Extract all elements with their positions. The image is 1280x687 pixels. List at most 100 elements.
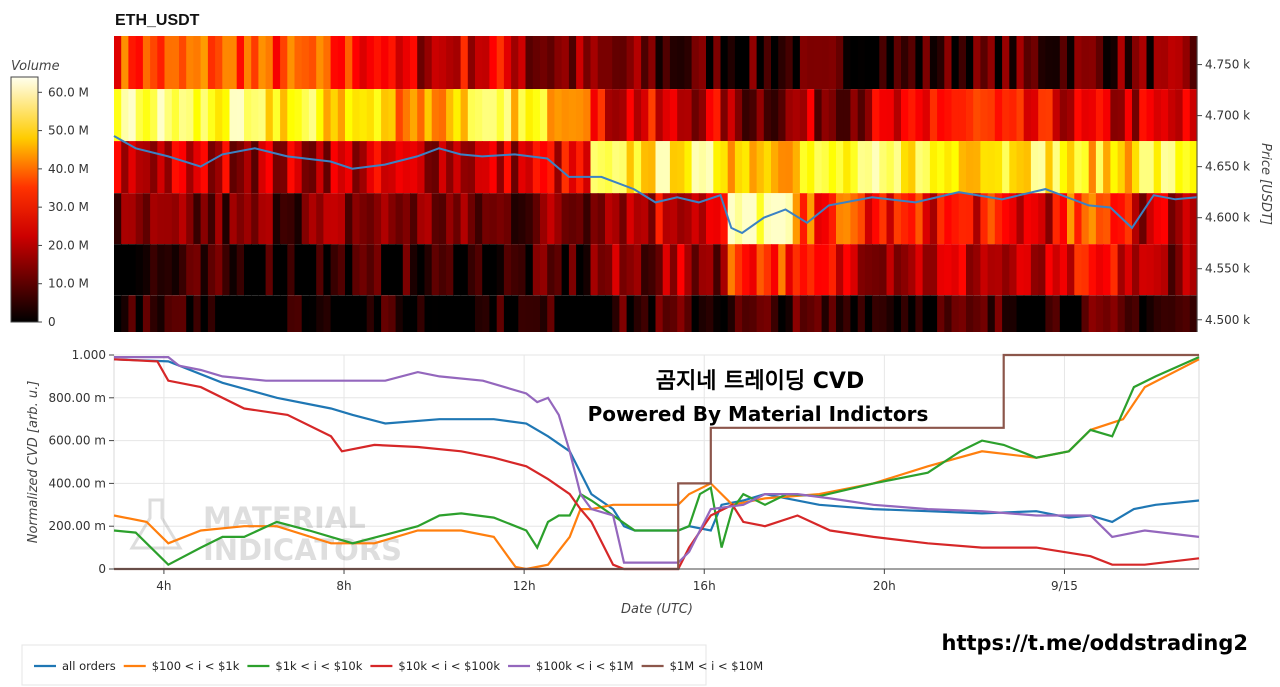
heatmap-cell xyxy=(1182,36,1191,90)
cvd-series-line xyxy=(114,353,1199,571)
heatmap-cell xyxy=(496,244,505,296)
legend-entry[interactable]: all orders xyxy=(62,659,116,673)
heatmap-cell xyxy=(1175,244,1184,296)
price-line xyxy=(113,135,1198,235)
heatmap-cell xyxy=(171,295,180,332)
heatmap-cell xyxy=(179,89,187,142)
heatmap-cell xyxy=(215,193,223,245)
heatmap-cell xyxy=(453,244,462,296)
heatmap-cell xyxy=(641,89,649,142)
heatmap-cell xyxy=(720,193,729,245)
heatmap-cell xyxy=(1095,244,1104,296)
heatmap-cell xyxy=(706,141,714,194)
heatmap-cell xyxy=(236,36,245,90)
heatmap-cell xyxy=(655,193,664,245)
heatmap-cell xyxy=(496,141,505,194)
heatmap-cell xyxy=(121,36,129,90)
heatmap-cell xyxy=(222,141,231,194)
heatmap-cell xyxy=(150,295,158,332)
heatmap-cell xyxy=(908,244,916,296)
heatmap-cell xyxy=(388,141,397,194)
heatmap-cell xyxy=(980,193,989,245)
heatmap-cell xyxy=(280,244,288,296)
heatmap-cell xyxy=(467,295,476,332)
heatmap-cell xyxy=(244,295,252,332)
heatmap-cell xyxy=(142,141,151,194)
cvd-series-line xyxy=(113,358,1200,571)
heatmap-cell xyxy=(1002,244,1010,296)
heatmap-cell xyxy=(828,141,837,194)
heatmap-cell xyxy=(677,295,685,332)
heatmap-cell xyxy=(171,89,180,142)
legend-entry[interactable]: $100 < i < $1k xyxy=(152,659,240,673)
heatmap-cell xyxy=(1146,89,1155,142)
heatmap-cell xyxy=(1045,193,1054,245)
heatmap-cell xyxy=(308,141,317,194)
heatmap-cell xyxy=(1081,244,1090,296)
heatmap-cell xyxy=(684,193,693,245)
heatmap-cell xyxy=(482,295,490,332)
heatmap-cell xyxy=(756,244,765,296)
heatmap-cell xyxy=(200,89,209,142)
heatmap-cell xyxy=(294,36,303,90)
heatmap-cell xyxy=(843,141,851,194)
heatmap-cell xyxy=(958,295,967,332)
heatmap-cell xyxy=(193,244,202,296)
heatmap-cell xyxy=(496,295,505,332)
heatmap-cell xyxy=(1052,295,1061,332)
heatmap-cell xyxy=(525,295,534,332)
heatmap-cell xyxy=(150,141,158,194)
heatmap-cell xyxy=(229,244,238,296)
heatmap-cell xyxy=(142,295,151,332)
heatmap-cell xyxy=(720,36,729,90)
heatmap-cell xyxy=(431,36,440,90)
logo-flask-icon xyxy=(129,498,183,550)
heatmap-cell xyxy=(395,244,404,296)
colorbar-tick-label: 30.0 M xyxy=(48,200,89,214)
heatmap-cell xyxy=(229,36,238,90)
heatmap-cell xyxy=(417,141,425,194)
heatmap-cell xyxy=(1074,89,1083,142)
heatmap-cell xyxy=(265,244,274,296)
heatmap-cell xyxy=(901,89,909,142)
heatmap-cell xyxy=(821,89,830,142)
heatmap-cell xyxy=(496,36,505,90)
heatmap-cell xyxy=(164,244,173,296)
heatmap-cell xyxy=(576,89,584,142)
heatmap-cell xyxy=(1059,244,1068,296)
heatmap-cell xyxy=(966,295,974,332)
heatmap-cell xyxy=(568,89,577,142)
heatmap-cell xyxy=(915,244,924,296)
heatmap-cell xyxy=(792,295,801,332)
heatmap-cell xyxy=(446,193,454,245)
legend-entry[interactable]: $10k < i < $100k xyxy=(398,659,500,673)
heatmap-cell xyxy=(352,36,361,90)
legend-entry[interactable]: $1k < i < $10k xyxy=(275,659,362,673)
heatmap-cell xyxy=(287,36,296,90)
heatmap-cell xyxy=(142,193,151,245)
heatmap-cell xyxy=(1153,295,1162,332)
heatmap-cell xyxy=(1074,295,1083,332)
heatmap-cell xyxy=(619,36,628,90)
heatmap-cell xyxy=(908,89,916,142)
heatmap-cell xyxy=(157,295,166,332)
heatmap-cell xyxy=(655,244,664,296)
heatmap-cell xyxy=(215,36,223,90)
legend-entry[interactable]: $100k < i < $1M xyxy=(536,659,634,673)
heatmap-cell xyxy=(525,244,534,296)
heatmap-cell xyxy=(641,244,649,296)
heatmap-cell xyxy=(511,36,519,90)
heatmap-cell xyxy=(648,244,657,296)
heatmap-cell xyxy=(489,141,498,194)
heatmap-cell xyxy=(431,89,440,142)
heatmap-cell xyxy=(308,36,317,90)
heatmap-cell xyxy=(446,141,454,194)
heatmap-cell xyxy=(706,193,714,245)
legend-entry[interactable]: $1M < i < $10M xyxy=(670,659,764,673)
heatmap-cell xyxy=(258,36,267,90)
heatmap-cell xyxy=(814,141,823,194)
heatmap-cell xyxy=(828,89,837,142)
telegram-link[interactable]: https://t.me/oddstrading2 xyxy=(942,631,1249,655)
heatmap-cell xyxy=(359,193,368,245)
heatmap-cell xyxy=(366,193,375,245)
